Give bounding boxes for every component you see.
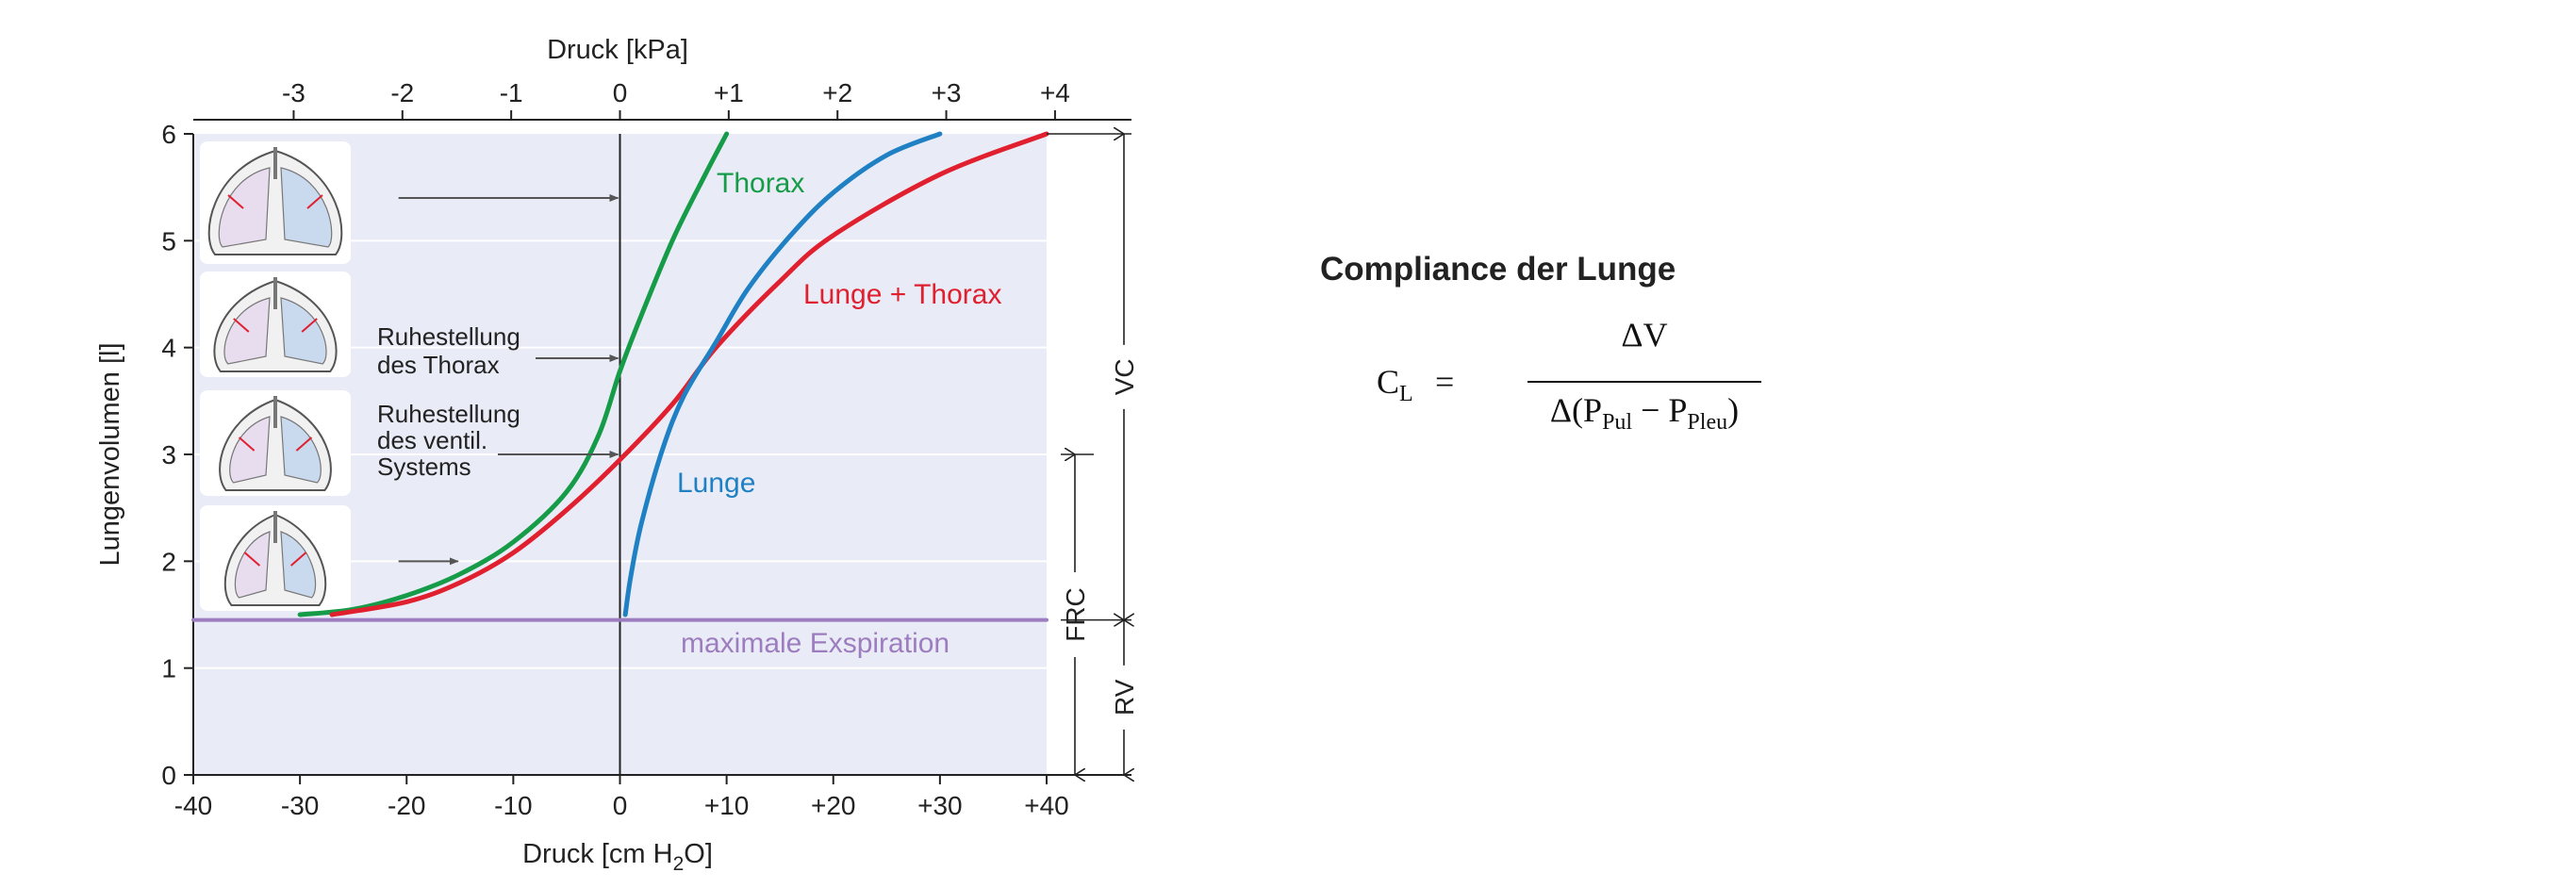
x-tick-label: -30 — [281, 791, 319, 820]
x-tick-label: 0 — [613, 791, 628, 820]
bracket-label-vc: VC — [1110, 358, 1139, 395]
left-lung — [234, 531, 271, 599]
annotation-text: Systems — [377, 453, 471, 481]
y-tick-label: 4 — [161, 334, 176, 363]
y-tick-label: 3 — [161, 440, 176, 469]
right-lung — [280, 167, 333, 248]
formula-sub-pul: Pul — [1602, 410, 1633, 436]
lung-illustration-1 — [200, 141, 351, 264]
top-tick-label: -1 — [500, 78, 523, 107]
force-arrow — [301, 318, 318, 333]
left-lung — [229, 416, 271, 484]
x-axis-title-subscript: 2 — [673, 853, 685, 875]
bracket-label-rv: RV — [1110, 679, 1139, 716]
x-axis-title-end: O] — [684, 839, 713, 869]
x-axis-title: Druck [cm H2O] — [522, 839, 713, 875]
y-tick-label: 6 — [161, 120, 176, 149]
compliance-panel: Compliance der Lunge CL = ΔV Δ(PPul − PP… — [1320, 251, 1810, 435]
series-line-thorax — [297, 131, 730, 617]
top-tick-label: +4 — [1040, 78, 1070, 107]
formula-sub-pleu: Pleu — [1687, 410, 1728, 436]
x-tick-label: +10 — [704, 791, 750, 820]
annotation-text: Ruhestellung — [377, 400, 520, 428]
bracket-label-frc: FRC — [1061, 587, 1090, 642]
right-lung — [280, 531, 317, 599]
series-line-lunge — [622, 131, 943, 617]
annotation-text: des ventil. — [377, 426, 487, 454]
force-arrow — [227, 194, 244, 209]
lung-illustrations — [200, 141, 351, 611]
y-tick-label: 2 — [161, 547, 176, 576]
force-arrow — [289, 552, 307, 567]
x-tick-label: +20 — [811, 791, 856, 820]
series-group: Thorax Lunge + Thorax Lunge maximale Exspir… — [191, 131, 1049, 659]
force-arrow — [306, 194, 323, 209]
top-tick-label: +1 — [714, 78, 744, 107]
series-line-lunge-thorax — [329, 131, 1049, 617]
force-arrow — [295, 436, 313, 452]
y-tick-label: 0 — [161, 761, 176, 790]
x-tick-label: -40 — [174, 791, 212, 820]
bracket-layer: VC FRC RV — [1047, 134, 1139, 775]
force-arrow — [243, 552, 261, 567]
compliance-title: Compliance der Lunge — [1320, 251, 1676, 288]
axes: -40 -30 -20 -10 0 +10 +20 +30 +40-3 -2 -1 0 +1 +2 +3 +4… — [161, 78, 1131, 820]
left-lung — [218, 167, 271, 248]
top-tick-label: +3 — [932, 78, 962, 107]
series-label-maximale-exspiration: maximale Exspiration — [681, 628, 949, 659]
formula-numerator: ΔV — [1621, 316, 1668, 354]
lung-illustration-3 — [200, 390, 351, 496]
formula-denominator: Δ(PPul − PPleu) — [1549, 391, 1740, 436]
annotation-text: des Thorax — [377, 351, 500, 379]
pressure-volume-chart: -40 -30 -20 -10 0 +10 +20 +30 +40-3 -2 -1 0 +1 +2 +3 +4… — [95, 35, 1139, 875]
formula-lhs-subscript: L — [1399, 382, 1413, 407]
annotation-text: Ruhestellung — [377, 322, 520, 351]
force-arrow — [233, 318, 250, 333]
lung-illustration-4 — [200, 505, 351, 611]
formula-equals: = — [1435, 363, 1455, 401]
top-tick-label: -2 — [390, 78, 414, 107]
formula-lhs: CL — [1377, 363, 1413, 407]
x-tick-label: +40 — [1024, 791, 1069, 820]
compliance-formula: CL = ΔV Δ(PPul − PPleu) — [1377, 316, 1810, 445]
top-axis-title: Druck [kPa] — [547, 35, 688, 65]
lung-illustration-2 — [200, 272, 351, 377]
x-tick-label: -10 — [494, 791, 532, 820]
x-tick-label: +30 — [917, 791, 963, 820]
y-tick-label: 1 — [161, 654, 176, 683]
force-arrow — [238, 436, 256, 452]
formula-fraction-bar — [1527, 381, 1761, 383]
y-axis-title: Lungenvolumen [l] — [95, 343, 125, 567]
top-tick-label: 0 — [613, 78, 628, 107]
series-label-lunge: Lunge — [677, 468, 755, 499]
top-tick-label: +2 — [822, 78, 852, 107]
x-tick-label: -20 — [388, 791, 425, 820]
right-lung — [280, 416, 322, 484]
series-label-lunge-thorax: Lunge + Thorax — [803, 279, 1001, 310]
series-label-thorax: Thorax — [717, 168, 804, 199]
y-tick-label: 5 — [161, 226, 176, 255]
top-tick-label: -3 — [282, 78, 305, 107]
